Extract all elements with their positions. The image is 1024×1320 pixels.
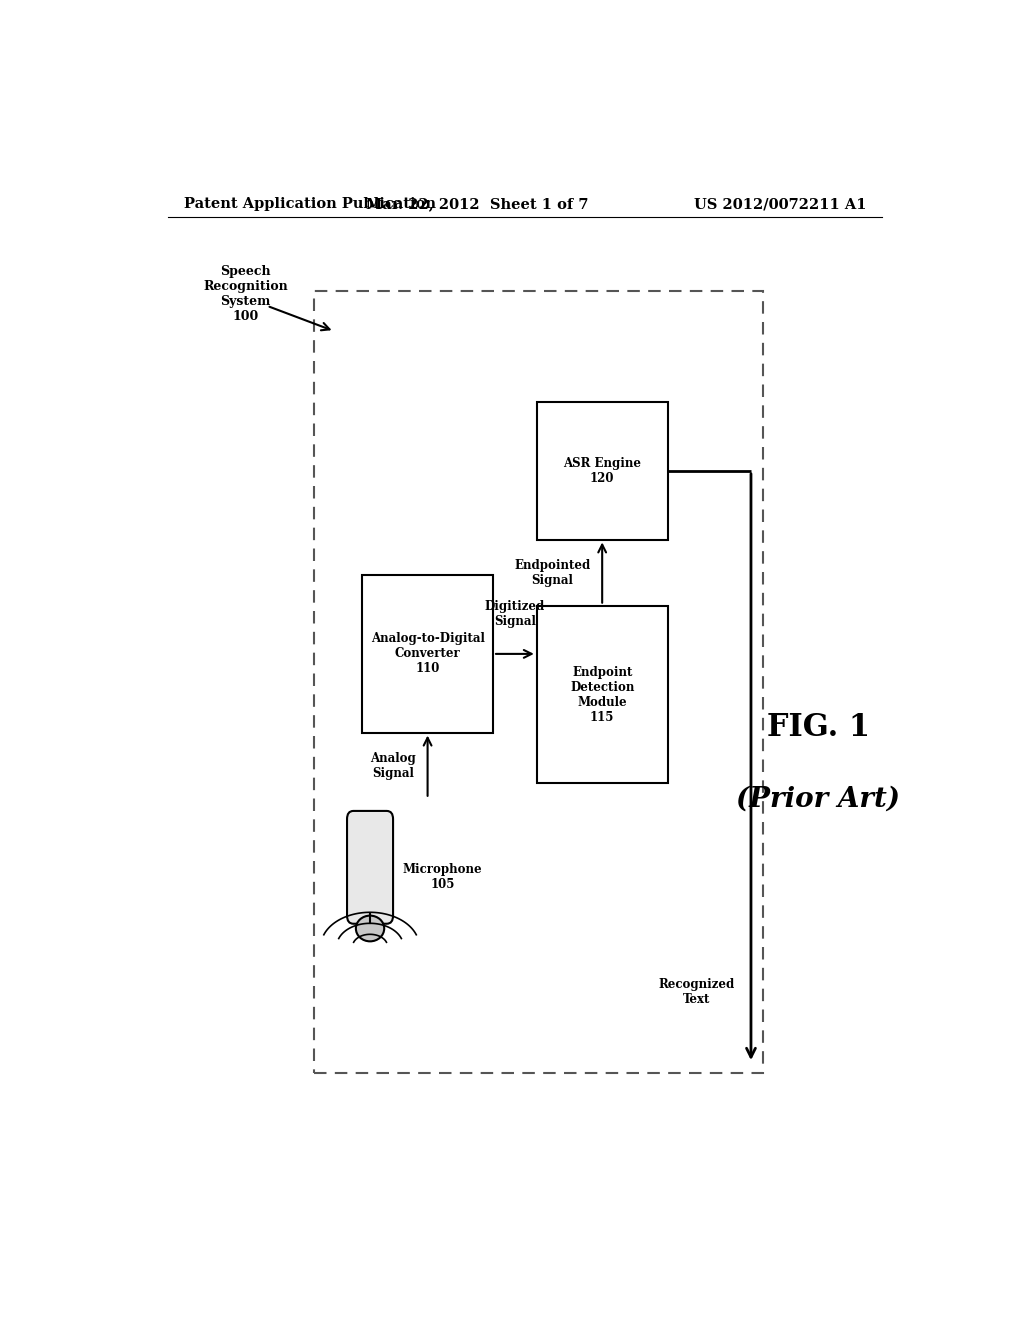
Bar <box>537 606 668 784</box>
Text: Patent Application Publication: Patent Application Publication <box>183 197 435 211</box>
Ellipse shape <box>356 916 384 941</box>
FancyBboxPatch shape <box>347 810 393 924</box>
Bar <box>314 290 763 1073</box>
Text: Digitized
Signal: Digitized Signal <box>484 601 545 628</box>
Text: Analog
Signal: Analog Signal <box>370 751 416 780</box>
Text: FIG. 1: FIG. 1 <box>767 711 870 743</box>
Text: (Prior Art): (Prior Art) <box>736 785 900 812</box>
Text: Analog-to-Digital
Converter
110: Analog-to-Digital Converter 110 <box>371 632 484 676</box>
Text: Endpointed
Signal: Endpointed Signal <box>514 558 590 586</box>
Text: Microphone
105: Microphone 105 <box>402 863 482 891</box>
Bar <box>537 403 668 540</box>
Text: Mar. 22, 2012  Sheet 1 of 7: Mar. 22, 2012 Sheet 1 of 7 <box>366 197 589 211</box>
Text: US 2012/0072211 A1: US 2012/0072211 A1 <box>693 197 866 211</box>
Bar <box>362 576 493 733</box>
Text: ASR Engine
120: ASR Engine 120 <box>563 457 641 484</box>
Text: Endpoint
Detection
Module
115: Endpoint Detection Module 115 <box>570 665 634 723</box>
Text: Recognized
Text: Recognized Text <box>658 978 735 1006</box>
Text: Speech
Recognition
System
100: Speech Recognition System 100 <box>204 265 288 323</box>
